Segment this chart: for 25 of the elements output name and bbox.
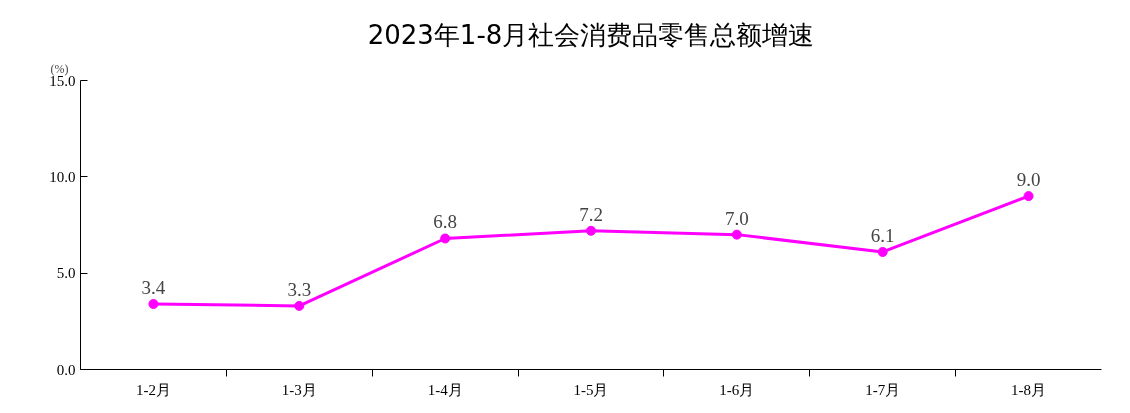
x-tick-label: 1-5月 xyxy=(573,381,609,398)
x-tick-label: 1-3月 xyxy=(281,381,317,398)
x-tick-label: 1-6月 xyxy=(719,381,755,398)
point xyxy=(731,229,742,240)
chart-title: 2023年1-8月社会消费品零售总额增速 xyxy=(367,19,815,50)
y-tick-label: 0.0 xyxy=(56,361,76,378)
point xyxy=(294,300,305,311)
x-tick-label: 1-8月 xyxy=(1011,381,1047,398)
data-label: 3.4 xyxy=(141,276,166,298)
data-label: 7.0 xyxy=(724,207,749,229)
x-tick-label: 1-4月 xyxy=(427,381,463,398)
data-label: 9.0 xyxy=(1016,169,1041,191)
point xyxy=(440,233,451,244)
point xyxy=(877,246,888,257)
data-label: 7.2 xyxy=(579,203,603,225)
y-tick-label: 10.0 xyxy=(49,168,76,185)
x-tick-label: 1-2月 xyxy=(135,381,171,398)
x-tick-label: 1-7月 xyxy=(865,381,901,398)
y-tick-label: 5.0 xyxy=(56,265,76,282)
data-label: 3.3 xyxy=(287,278,312,300)
point xyxy=(1023,191,1034,202)
point xyxy=(148,299,159,309)
data-label: 6.1 xyxy=(870,224,895,246)
point xyxy=(586,225,596,236)
data-label: 6.8 xyxy=(433,211,458,233)
